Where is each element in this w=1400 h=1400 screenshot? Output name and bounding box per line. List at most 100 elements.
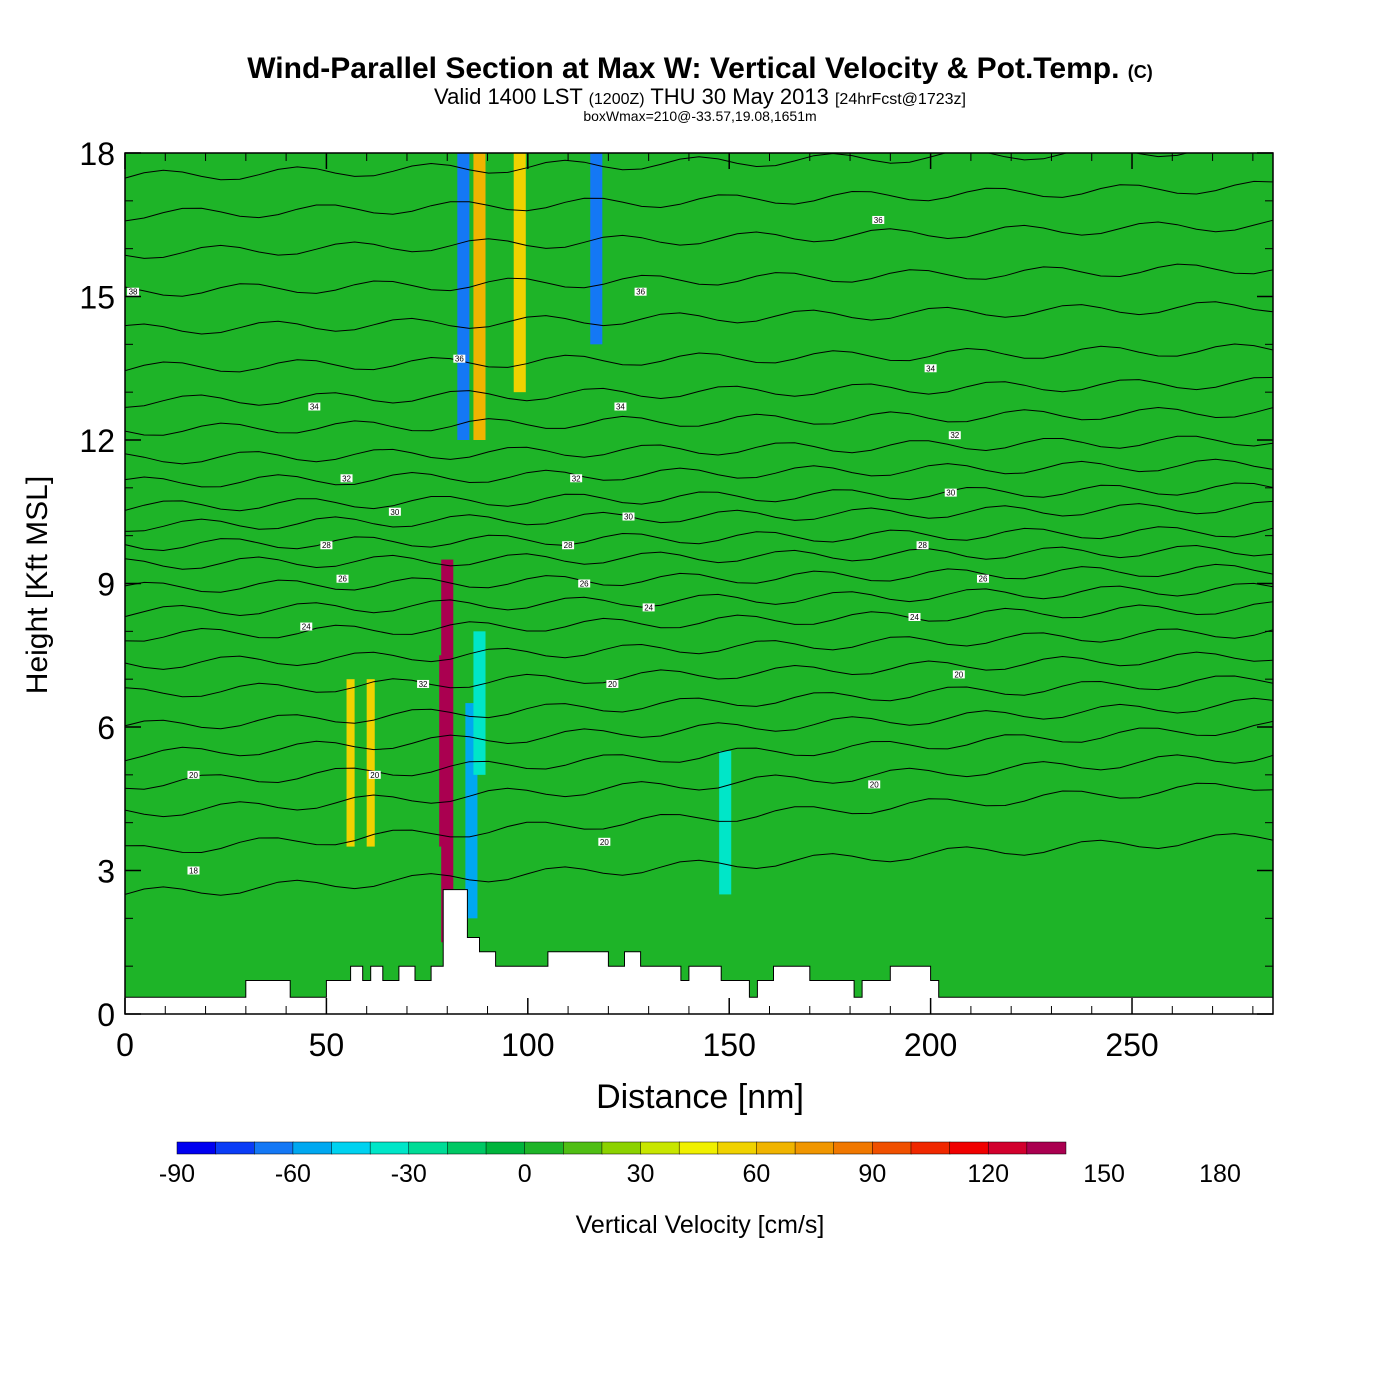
theta-contour: [125, 563, 1273, 593]
contour-label-bg: [300, 622, 313, 631]
velocity-field: [125, 153, 1273, 1014]
contour-label: 24: [910, 613, 919, 622]
colorbar-swatch: [254, 1141, 294, 1155]
y-tick-label: 12: [79, 423, 115, 459]
contour-label-bg: [562, 541, 575, 550]
contour-label-bg: [127, 287, 140, 296]
theta-contour: [125, 782, 1273, 854]
y-axis-label: Height [Kft MSL]: [21, 476, 54, 694]
colorbar-swatch: [485, 1141, 526, 1155]
contour-labels: 18 20 24 26 28 30 32 34 32 20 36 20 20 24 26 28 30 32 34 36…: [127, 215, 989, 876]
contour-label-bg: [187, 770, 200, 779]
contour-label: 32: [342, 474, 351, 483]
y-tick-label: 9: [97, 567, 115, 603]
x-tick-label: 200: [904, 1027, 957, 1063]
theta-contour: [125, 526, 1273, 552]
theta-contour: [125, 482, 1273, 512]
x-tick-label: 250: [1105, 1027, 1158, 1063]
contour-label: 28: [322, 541, 331, 550]
theta-contour: [125, 720, 1273, 790]
contour-label: 36: [636, 288, 645, 297]
contour-label-bg: [320, 541, 333, 550]
theta-contour: [125, 180, 1273, 222]
colorbar-swatch: [215, 1141, 256, 1155]
colorbar-swatch: [640, 1141, 680, 1155]
colorbar-tick-label: -90: [159, 1160, 195, 1188]
contour-label: 32: [950, 431, 959, 440]
contour-label-bg: [340, 474, 353, 483]
colorbar-tick-label: 90: [858, 1160, 886, 1188]
theta-contour: [125, 500, 1273, 532]
colorbar-swatch: [408, 1141, 449, 1155]
contour-label: 34: [926, 364, 935, 373]
field-background: [125, 153, 1273, 1014]
colorbar-swatch: [292, 1141, 333, 1155]
colorbar-swatch: [910, 1141, 951, 1155]
velocity-band: [346, 679, 355, 847]
contour-label: 26: [979, 575, 988, 584]
theta-contour: [125, 263, 1273, 297]
colorbar-tick-label: -60: [275, 1160, 311, 1188]
contour-label-bg: [578, 579, 591, 588]
contour-label-bg: [368, 770, 381, 779]
theta-contour: [125, 458, 1273, 488]
theta-contour: [125, 544, 1273, 570]
theta-contour: [125, 697, 1273, 762]
colorbar-swatch: [601, 1141, 642, 1155]
contour-label: 32: [419, 680, 428, 689]
colorbar-swatch: [756, 1141, 796, 1155]
colorbar-swatch: [447, 1141, 487, 1155]
y-tick-label: 0: [97, 997, 115, 1033]
contour-label-bg: [952, 670, 965, 679]
valid-utc: (1200Z): [588, 91, 645, 108]
contour-label-bg: [614, 402, 627, 411]
velocity-band: [719, 750, 732, 895]
contour-label: 32: [572, 474, 581, 483]
theta-contour: [125, 301, 1273, 335]
y-tick-label: 3: [97, 854, 115, 890]
colorbar-label: Vertical Velocity [cm/s]: [576, 1211, 825, 1239]
theta-contour: [125, 675, 1273, 730]
contour-label: 30: [624, 513, 633, 522]
contour-label: 20: [189, 771, 198, 780]
chart-title: Wind-Parallel Section at Max W: Vertical…: [0, 52, 1400, 86]
colorbar-swatch: [717, 1141, 758, 1155]
theta-contour: [125, 833, 1273, 896]
contour-label: 20: [954, 670, 963, 679]
contour-label-bg: [598, 837, 611, 846]
contour-label-bg: [417, 679, 430, 688]
colorbar-swatch: [987, 1141, 1028, 1155]
contour-label-bg: [336, 574, 349, 583]
theta-contour: [125, 628, 1273, 670]
valid-date: THU 30 May 2013: [650, 84, 829, 109]
contour-label: 38: [129, 288, 138, 297]
theta-contour: [125, 343, 1273, 373]
contour-label-bg: [388, 507, 401, 516]
terrain-profile: [125, 889, 1273, 1014]
velocity-band: [473, 631, 486, 775]
theta-contour: [125, 376, 1273, 408]
velocity-band: [590, 153, 603, 345]
contour-label-bg: [916, 541, 929, 550]
y-tick-label: 18: [79, 136, 115, 172]
contour-label-bg: [872, 215, 885, 224]
contour-label: 28: [918, 541, 927, 550]
valid-time: Valid 1400 LST: [434, 84, 583, 109]
y-tick-label: 15: [79, 280, 115, 316]
x-tick-label: 150: [703, 1027, 756, 1063]
contour-label-bg: [308, 402, 321, 411]
contour-label: 20: [600, 838, 609, 847]
chart-title-main: Wind-Parallel Section at Max W: Vertical…: [247, 52, 1120, 85]
colorbar-swatch: [176, 1141, 217, 1155]
contour-label: 34: [310, 403, 319, 412]
colorbar-swatch: [949, 1141, 989, 1155]
contour-label: 24: [644, 603, 653, 612]
copyright-mark: (C): [1127, 62, 1153, 82]
contour-label-bg: [924, 364, 937, 373]
contour-label-bg: [948, 431, 961, 440]
theta-contour: [125, 582, 1273, 618]
contour-label-bg: [606, 679, 619, 688]
colorbar-tick-label: 60: [743, 1160, 771, 1188]
colorbar-swatch: [1026, 1141, 1067, 1155]
